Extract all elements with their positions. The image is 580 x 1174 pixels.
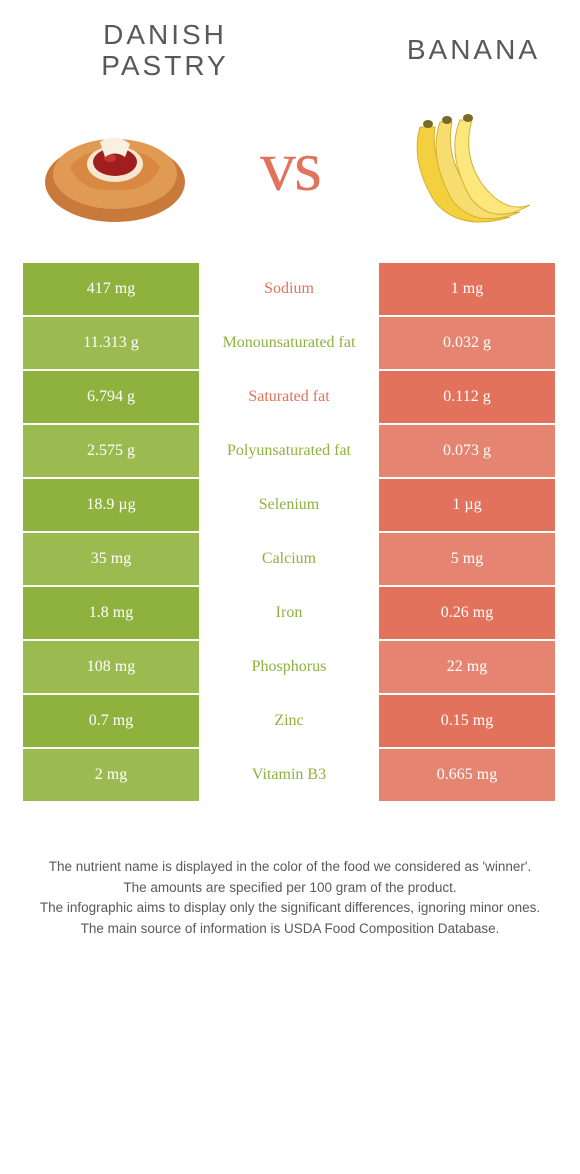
right-value: 0.26 mg (378, 586, 556, 640)
left-value: 2.575 g (22, 424, 200, 478)
right-food-title: Banana (290, 35, 540, 66)
left-value: 11.313 g (22, 316, 200, 370)
table-row: 6.794 gSaturated fat0.112 g (22, 370, 558, 424)
right-value: 1 µg (378, 478, 556, 532)
footer-notes: The nutrient name is displayed in the co… (30, 857, 550, 941)
nutrient-label: Polyunsaturated fat (200, 424, 378, 478)
left-food-title: Danish pastry (40, 20, 290, 82)
right-value: 0.15 mg (378, 694, 556, 748)
nutrient-label: Phosphorus (200, 640, 378, 694)
nutrient-label: Iron (200, 586, 378, 640)
table-row: 35 mgCalcium5 mg (22, 532, 558, 586)
nutrient-table: 417 mgSodium1 mg11.313 gMonounsaturated … (22, 262, 558, 802)
left-value: 417 mg (22, 262, 200, 316)
table-row: 11.313 gMonounsaturated fat0.032 g (22, 316, 558, 370)
table-row: 2.575 gPolyunsaturated fat0.073 g (22, 424, 558, 478)
table-row: 108 mgPhosphorus22 mg (22, 640, 558, 694)
table-row: 18.9 µgSelenium1 µg (22, 478, 558, 532)
left-value: 18.9 µg (22, 478, 200, 532)
footer-line: The nutrient name is displayed in the co… (30, 857, 550, 878)
footer-line: The amounts are specified per 100 gram o… (30, 878, 550, 899)
nutrient-label: Zinc (200, 694, 378, 748)
left-value: 108 mg (22, 640, 200, 694)
right-value: 0.032 g (378, 316, 556, 370)
table-row: 0.7 mgZinc0.15 mg (22, 694, 558, 748)
left-value: 2 mg (22, 748, 200, 802)
left-value: 1.8 mg (22, 586, 200, 640)
images-row: vs (0, 82, 580, 262)
header: Danish pastry Banana (0, 0, 580, 82)
right-value: 0.665 mg (378, 748, 556, 802)
nutrient-label: Selenium (200, 478, 378, 532)
table-row: 2 mgVitamin B30.665 mg (22, 748, 558, 802)
nutrient-label: Calcium (200, 532, 378, 586)
table-row: 1.8 mgIron0.26 mg (22, 586, 558, 640)
right-value: 0.073 g (378, 424, 556, 478)
vs-label: vs (260, 125, 320, 208)
left-value: 0.7 mg (22, 694, 200, 748)
footer-line: The infographic aims to display only the… (30, 898, 550, 919)
danish-pastry-image (25, 97, 205, 237)
right-value: 5 mg (378, 532, 556, 586)
table-row: 417 mgSodium1 mg (22, 262, 558, 316)
right-value: 1 mg (378, 262, 556, 316)
footer-line: The main source of information is USDA F… (30, 919, 550, 940)
nutrient-label: Sodium (200, 262, 378, 316)
left-value: 35 mg (22, 532, 200, 586)
banana-image (375, 97, 555, 237)
right-value: 0.112 g (378, 370, 556, 424)
left-value: 6.794 g (22, 370, 200, 424)
nutrient-label: Monounsaturated fat (200, 316, 378, 370)
right-value: 22 mg (378, 640, 556, 694)
nutrient-label: Saturated fat (200, 370, 378, 424)
nutrient-label: Vitamin B3 (200, 748, 378, 802)
